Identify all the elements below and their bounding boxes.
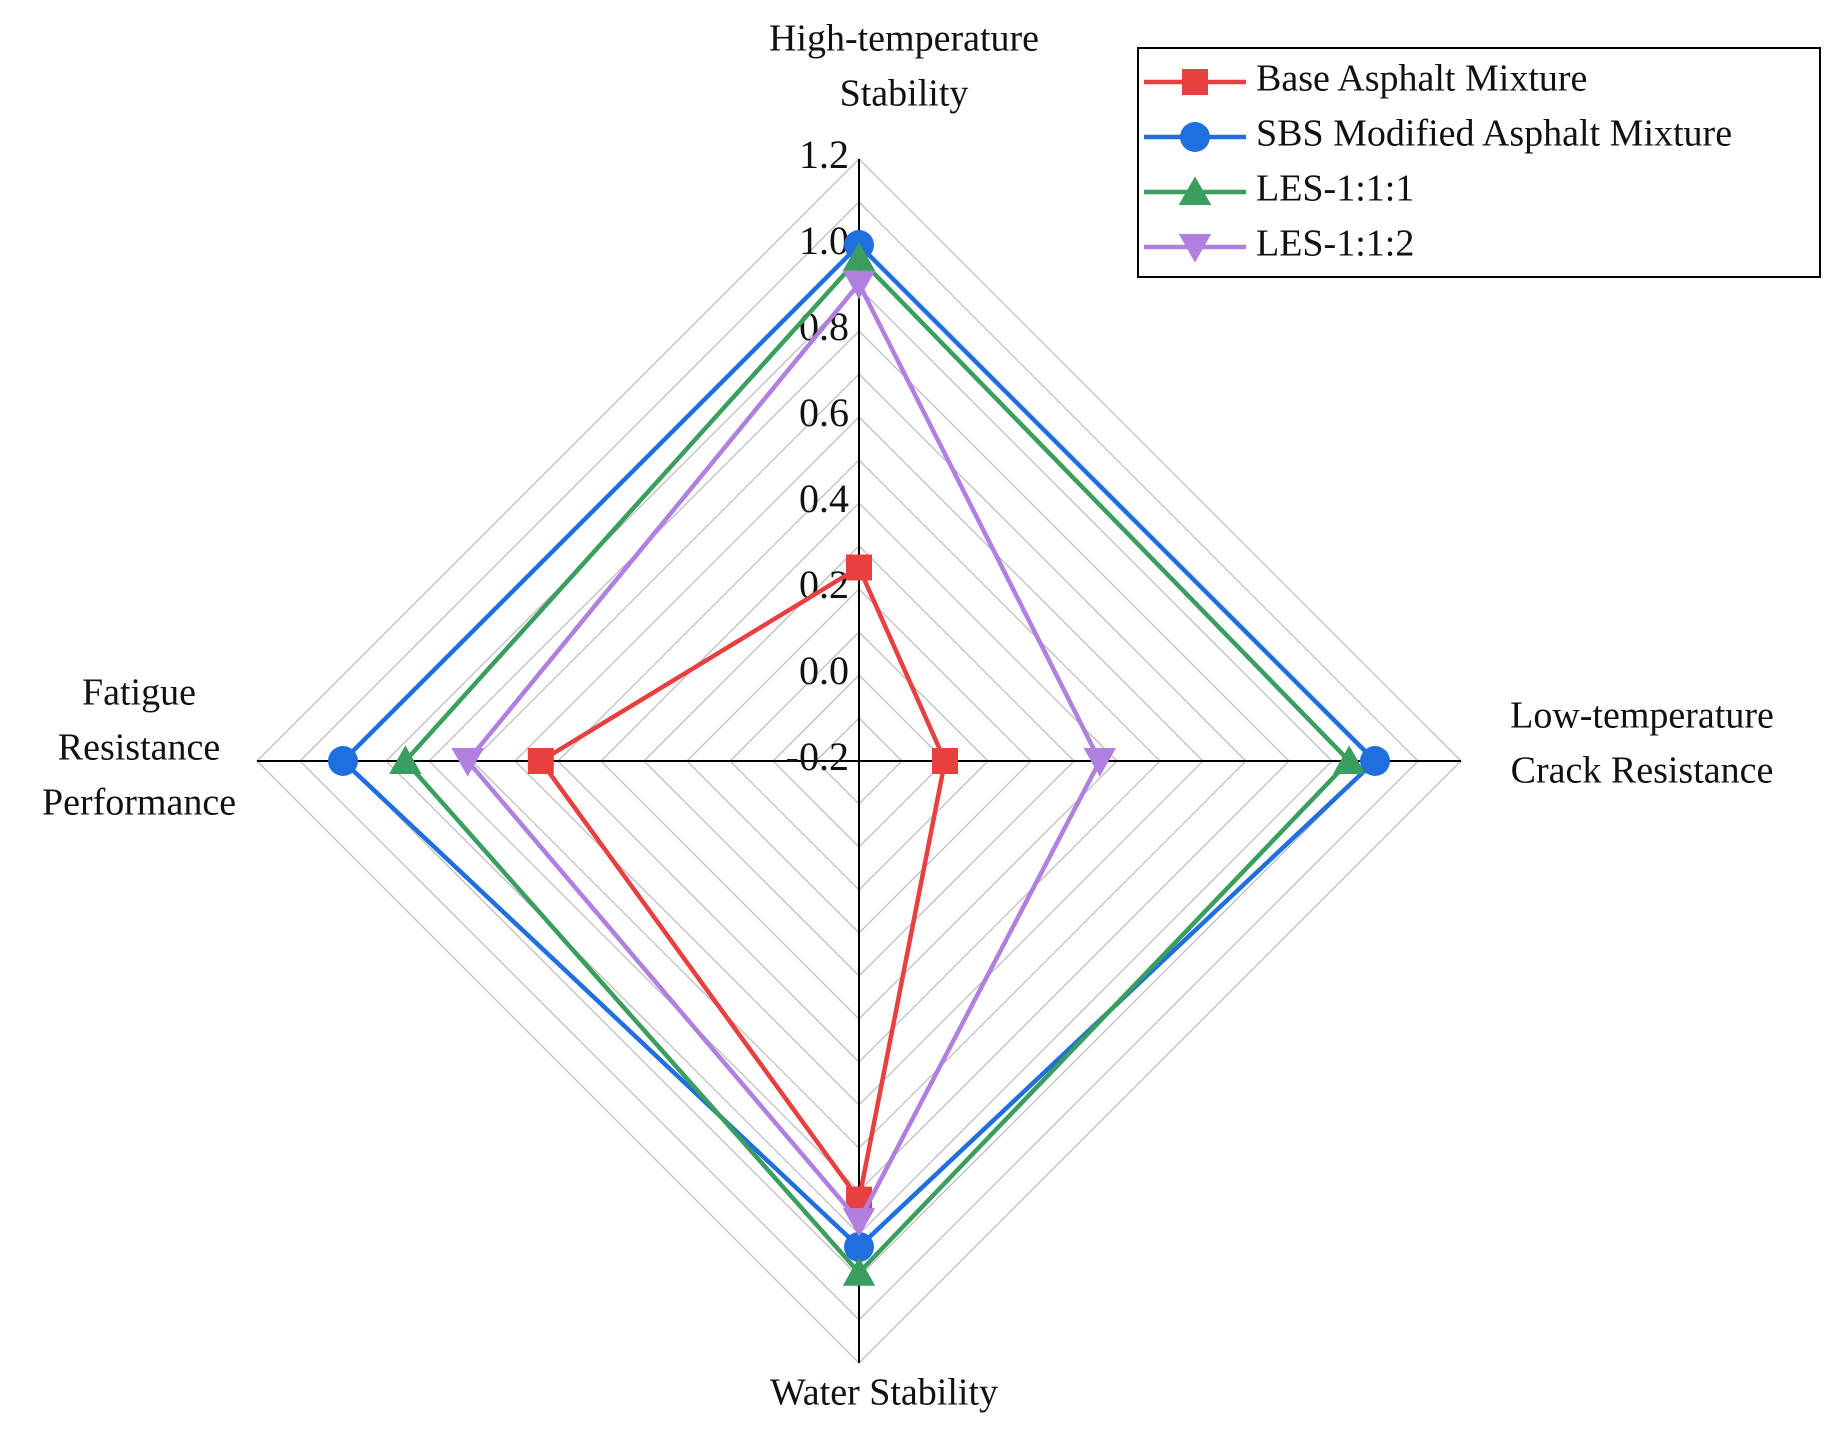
marker [932, 748, 958, 774]
marker [842, 1208, 876, 1237]
marker [451, 748, 484, 777]
legend-label: Base Asphalt Mixture [1256, 58, 1587, 100]
marker [328, 746, 358, 776]
tick-label: 0.0 [799, 648, 849, 693]
tick-label: 0.4 [799, 476, 849, 521]
marker [842, 270, 876, 300]
marker [1083, 748, 1117, 777]
marker [1182, 69, 1208, 95]
legend-label: SBS Modified Asphalt Mixture [1256, 113, 1732, 155]
plot [328, 230, 1390, 1286]
marker [527, 748, 554, 774]
marker [1178, 176, 1212, 205]
legend-label: LES-1:1:1 [1256, 168, 1414, 210]
marker [1178, 234, 1212, 263]
marker [1180, 122, 1210, 152]
marker [1332, 745, 1366, 774]
marker [842, 1257, 876, 1286]
category-label: Fatigue [82, 672, 196, 714]
marker [842, 242, 876, 271]
category-label: High-temperature [769, 18, 1039, 60]
legend-box [1137, 47, 1821, 278]
category-label: Resistance [58, 727, 221, 769]
series-line [464, 279, 1103, 1226]
legend: Base Asphalt Mixture SBS Modified Asphalt… [1137, 47, 1821, 278]
category-label: Crack Resistance [1511, 750, 1774, 792]
tick-label: -0.2 [786, 734, 849, 779]
category-label: Performance [42, 782, 236, 824]
category-label: Water Stability [770, 1372, 998, 1414]
tick-label: 0.6 [799, 390, 849, 435]
category-label: Stability [840, 73, 969, 115]
marker [846, 554, 872, 581]
marker [389, 745, 422, 774]
tick-label: 1.0 [799, 218, 849, 263]
marker [844, 1231, 874, 1262]
tick-label: 1.2 [799, 132, 849, 177]
legend-label: LES-1:1:2 [1256, 223, 1414, 265]
category-label: Low-temperature [1510, 695, 1774, 737]
grid: -0.20.00.20.40.60.81.01.2High-temperatur… [42, 18, 1774, 1414]
marker [1360, 746, 1390, 776]
